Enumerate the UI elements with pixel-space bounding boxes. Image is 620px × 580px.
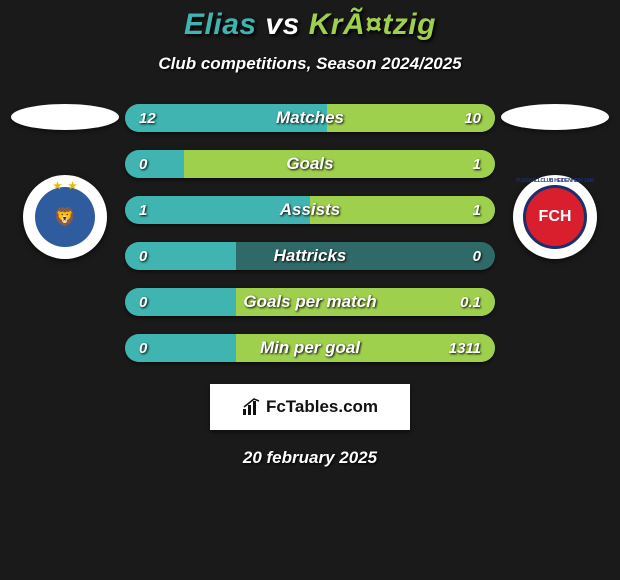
right-column: FUSSBALLCLUB HEIDENHEIM 1846 FCH (495, 104, 615, 259)
player1-name: Elias (184, 8, 257, 41)
content-row: ★★ 🦁 1210Matches 01Goals 11Assists 00Hattri… (0, 104, 620, 362)
stat-label: Min per goal (125, 338, 495, 358)
club-right-inner: FCH (523, 185, 587, 249)
stat-bar: 00.1Goals per match (125, 288, 495, 316)
chart-icon (242, 398, 262, 416)
stat-label: Assists (125, 200, 495, 220)
comparison-card: Elias vs KrÃ¤tzig Club competitions, Sea… (0, 0, 620, 468)
subtitle: Club competitions, Season 2024/2025 (0, 54, 620, 74)
left-column: ★★ 🦁 (5, 104, 125, 259)
club-left-inner: 🦁 (35, 187, 95, 247)
player2-name: KrÃ¤tzig (309, 8, 436, 41)
stat-bar: 1210Matches (125, 104, 495, 132)
brand-box[interactable]: FcTables.com (210, 384, 410, 430)
stars-icon: ★★ (53, 181, 83, 192)
stat-bar: 01311Min per goal (125, 334, 495, 362)
date-text: 20 february 2025 (0, 448, 620, 468)
club-right-ring-text: FUSSBALLCLUB HEIDENHEIM 1846 (513, 178, 597, 184)
title: Elias vs KrÃ¤tzig (0, 8, 620, 42)
stat-bar: 00Hattricks (125, 242, 495, 270)
club-logo-right: FUSSBALLCLUB HEIDENHEIM 1846 FCH (513, 175, 597, 259)
stats-column: 1210Matches 01Goals 11Assists 00Hattricks 00… (125, 104, 495, 362)
stat-label: Goals (125, 154, 495, 174)
stat-label: Matches (125, 108, 495, 128)
vs-text: vs (257, 8, 309, 41)
flag-left (11, 104, 119, 130)
flag-right (501, 104, 609, 130)
stat-bar: 11Assists (125, 196, 495, 224)
brand-text: FcTables.com (266, 397, 378, 417)
lion-icon: 🦁 (54, 207, 76, 228)
stat-label: Hattricks (125, 246, 495, 266)
club-logo-left: ★★ 🦁 (23, 175, 107, 259)
stat-label: Goals per match (125, 292, 495, 312)
stat-bar: 01Goals (125, 150, 495, 178)
